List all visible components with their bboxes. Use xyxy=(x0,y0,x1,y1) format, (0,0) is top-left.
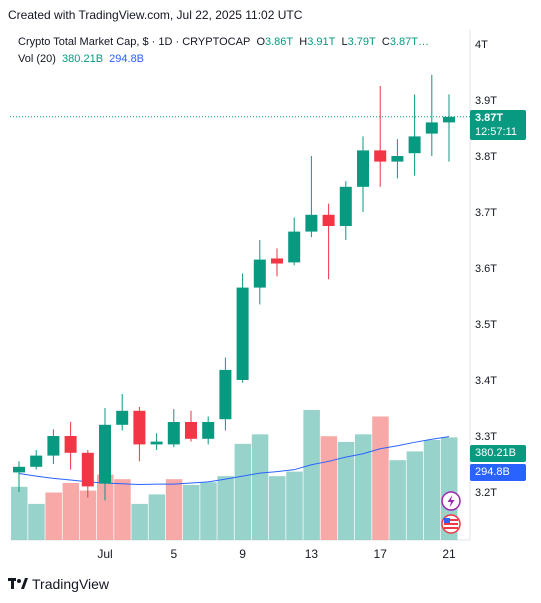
volume-value: 380.21B xyxy=(62,53,104,65)
candle xyxy=(64,422,77,470)
candle xyxy=(408,94,421,176)
candle xyxy=(116,394,129,431)
y-tick-label: 4T xyxy=(475,39,488,51)
volume-bar xyxy=(441,437,458,540)
candle xyxy=(150,433,163,450)
x-tick-label: Jul xyxy=(97,547,112,561)
candle xyxy=(305,156,318,238)
bar-countdown: 12:57:11 xyxy=(475,126,518,138)
high-label: H xyxy=(299,36,308,48)
y-tick-label: 3.3T xyxy=(475,431,497,443)
y-tick-label: 3.2T xyxy=(475,487,497,499)
high-value: 3.91T xyxy=(307,36,336,48)
candle xyxy=(47,429,60,464)
brand-name: TradingView xyxy=(32,576,110,592)
y-tick-label: 3.4T xyxy=(475,375,497,387)
volume-bar xyxy=(148,494,166,540)
chart-caption: Created with TradingView.com, Jul 22, 20… xyxy=(8,8,303,22)
y-tick-label: 3.5T xyxy=(475,319,497,331)
candle xyxy=(185,410,197,442)
x-tick-label: 21 xyxy=(442,547,456,561)
symbol-title[interactable]: Crypto Total Market Cap, $ · 1D · CRYPTO… xyxy=(18,36,251,48)
candle xyxy=(202,416,215,445)
volume-bar xyxy=(11,486,28,540)
price-axis[interactable]: 4T 3.9T 3.8T 3.7T 3.6T 3.5T 3.4T 3.3T 3.2T xyxy=(475,39,497,499)
volume-bar xyxy=(165,479,183,540)
last-price-value: 3.87T xyxy=(475,112,504,124)
volume-bar xyxy=(183,484,200,540)
time-axis[interactable]: Jul 5 9 13 17 21 xyxy=(97,547,456,561)
candle xyxy=(13,461,25,492)
candle xyxy=(391,139,404,179)
x-tick-label: 9 xyxy=(239,547,246,561)
candle xyxy=(253,240,266,305)
volume-bar xyxy=(251,434,269,540)
ohlc-legend: Crypto Total Market Cap, $ · 1D · CRYPTO… xyxy=(18,36,429,48)
close-label: C xyxy=(381,36,390,48)
y-tick-label: 3.9T xyxy=(475,95,497,107)
candle xyxy=(357,136,369,212)
volume-bar xyxy=(303,410,320,540)
x-tick-label: 17 xyxy=(374,547,388,561)
volume-bar xyxy=(406,451,424,540)
volume-bars xyxy=(11,410,458,540)
low-label: L xyxy=(341,36,348,48)
last-price-tag: 3.87T 12:57:11 xyxy=(470,110,526,140)
legend-ellipsis: … xyxy=(417,36,429,48)
volume-bar xyxy=(286,471,303,540)
open-value: 3.86T xyxy=(265,36,294,48)
y-tick-label: 3.7T xyxy=(475,207,497,219)
tradingview-logo-icon xyxy=(8,578,28,589)
candle xyxy=(236,273,249,383)
candle xyxy=(30,450,43,470)
lightning-icon[interactable] xyxy=(441,491,461,511)
volume-bar xyxy=(114,479,131,540)
y-tick-label: 3.6T xyxy=(475,263,497,275)
candle xyxy=(339,181,352,240)
candles xyxy=(13,74,455,501)
x-tick-label: 13 xyxy=(305,547,319,561)
volume-bar xyxy=(337,441,355,540)
x-tick-label: 5 xyxy=(170,547,177,561)
candle xyxy=(288,217,301,266)
y-tick-label: 3.8T xyxy=(475,151,497,163)
volume-bar xyxy=(389,460,406,540)
volume-bar xyxy=(320,436,338,540)
volume-bar xyxy=(234,443,252,540)
close-value: 3.87T xyxy=(389,36,418,48)
tradingview-brand[interactable]: TradingView xyxy=(8,576,109,592)
candle xyxy=(167,409,180,448)
volume-legend: Vol (20) 380.21B 294.8B xyxy=(18,53,144,65)
candle xyxy=(425,74,438,156)
volume-bar xyxy=(423,440,441,540)
volume-bar xyxy=(269,476,286,540)
open-label: O xyxy=(256,36,265,48)
volume-bar xyxy=(79,490,97,540)
volume-bar xyxy=(372,416,389,540)
low-value: 3.79T xyxy=(347,36,376,48)
candle xyxy=(133,406,146,462)
candle xyxy=(271,248,283,277)
candle xyxy=(443,94,455,162)
volume-bar xyxy=(97,474,114,540)
volume-label[interactable]: Vol (20) xyxy=(18,53,56,65)
volume-bar xyxy=(200,482,217,540)
volume-tag: 380.21B xyxy=(470,445,526,462)
volume-bar xyxy=(28,503,45,540)
volume-bar xyxy=(355,434,372,540)
candle xyxy=(374,86,387,187)
volume-bar xyxy=(131,503,148,540)
candle xyxy=(81,450,94,498)
us-flag-icon[interactable] xyxy=(441,514,461,534)
volume-bar xyxy=(45,492,62,540)
volume-bar xyxy=(62,482,80,540)
candle xyxy=(322,203,335,280)
candle xyxy=(219,357,232,431)
volume-ma-tag: 294.8B xyxy=(470,464,526,481)
candle xyxy=(99,408,111,501)
volume-ma-value: 294.8B xyxy=(109,53,145,65)
volume-bar xyxy=(217,476,234,540)
